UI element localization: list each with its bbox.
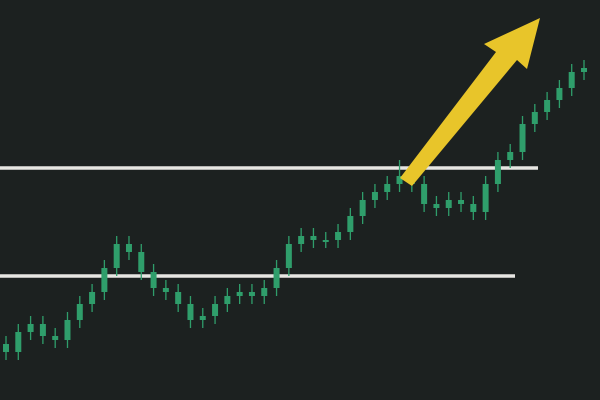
candle-body <box>138 252 145 272</box>
candle-body <box>64 320 71 340</box>
candle-body <box>298 236 305 244</box>
candle-body <box>556 88 563 100</box>
candle-body <box>285 244 292 268</box>
candle-body <box>359 200 366 216</box>
candle-body <box>396 176 403 184</box>
candle-body <box>568 72 575 88</box>
candle-body <box>433 204 440 208</box>
candle-body <box>581 68 587 72</box>
candle-body <box>76 304 83 320</box>
candle-body <box>175 292 182 304</box>
candle-body <box>162 288 169 292</box>
candle-body <box>335 232 342 240</box>
candle-body <box>150 272 157 288</box>
candle-body <box>113 244 120 268</box>
candle-body <box>248 292 255 296</box>
candle-body <box>261 288 268 296</box>
candle-body <box>39 324 46 336</box>
candle-body <box>458 200 465 204</box>
candle-body <box>273 268 280 288</box>
candle-body <box>15 332 22 352</box>
candle-body <box>470 204 477 212</box>
candles <box>3 60 587 360</box>
candle-body <box>482 184 489 212</box>
candle-body <box>236 292 243 296</box>
candle-body <box>310 236 317 240</box>
candle-body <box>445 200 452 208</box>
candle-body <box>224 296 231 304</box>
candle-body <box>125 244 132 252</box>
candle-body <box>347 216 354 232</box>
candle-body <box>52 336 59 340</box>
candle-body <box>212 304 219 316</box>
candle-body <box>371 192 378 200</box>
levels <box>0 166 538 278</box>
candle-body <box>421 184 428 204</box>
trend-arrow <box>400 18 540 186</box>
candle-body <box>187 304 194 320</box>
candle-body <box>494 160 501 184</box>
candle-body <box>89 292 96 304</box>
candle-body <box>101 268 108 292</box>
candle-body <box>384 184 391 192</box>
candle-body <box>531 112 538 124</box>
candle-body <box>322 240 329 242</box>
candle-body <box>199 316 206 320</box>
candle-body <box>3 344 9 352</box>
candle-body <box>507 152 514 160</box>
candle-body <box>519 124 526 152</box>
candle-body <box>544 100 551 112</box>
candle-body <box>27 324 34 332</box>
